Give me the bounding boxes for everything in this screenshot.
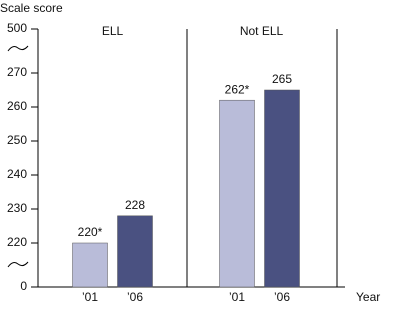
value-label: 265 — [272, 72, 292, 86]
value-label: 262* — [225, 82, 250, 96]
bar — [72, 242, 108, 288]
value-label: 220* — [78, 225, 103, 239]
panel-title: ELL — [102, 24, 124, 38]
bar — [219, 99, 255, 288]
y-tick-label: 270 — [7, 65, 27, 79]
y-tick-label: 260 — [7, 99, 27, 113]
y-tick-label: 230 — [7, 201, 27, 215]
x-tick-label: ’01 — [82, 290, 98, 304]
y-tick-label: 0 — [20, 279, 27, 293]
y-tick-label: 220 — [7, 235, 27, 249]
bar — [117, 215, 153, 288]
x-axis-label: Year — [356, 290, 380, 304]
bar — [264, 89, 300, 288]
value-label: 228 — [125, 198, 145, 212]
x-tick-label: ’06 — [127, 290, 143, 304]
y-axis-label: Scale score — [0, 1, 63, 15]
axis-break — [7, 45, 29, 52]
x-tick-label: ’06 — [274, 290, 290, 304]
panel-title: Not ELL — [240, 24, 284, 38]
y-tick-label: 250 — [7, 133, 27, 147]
y-tick-label: 240 — [7, 167, 27, 181]
axis-break — [7, 261, 29, 268]
y-tick-label: 500 — [7, 21, 27, 35]
x-tick-label: ’01 — [229, 290, 245, 304]
